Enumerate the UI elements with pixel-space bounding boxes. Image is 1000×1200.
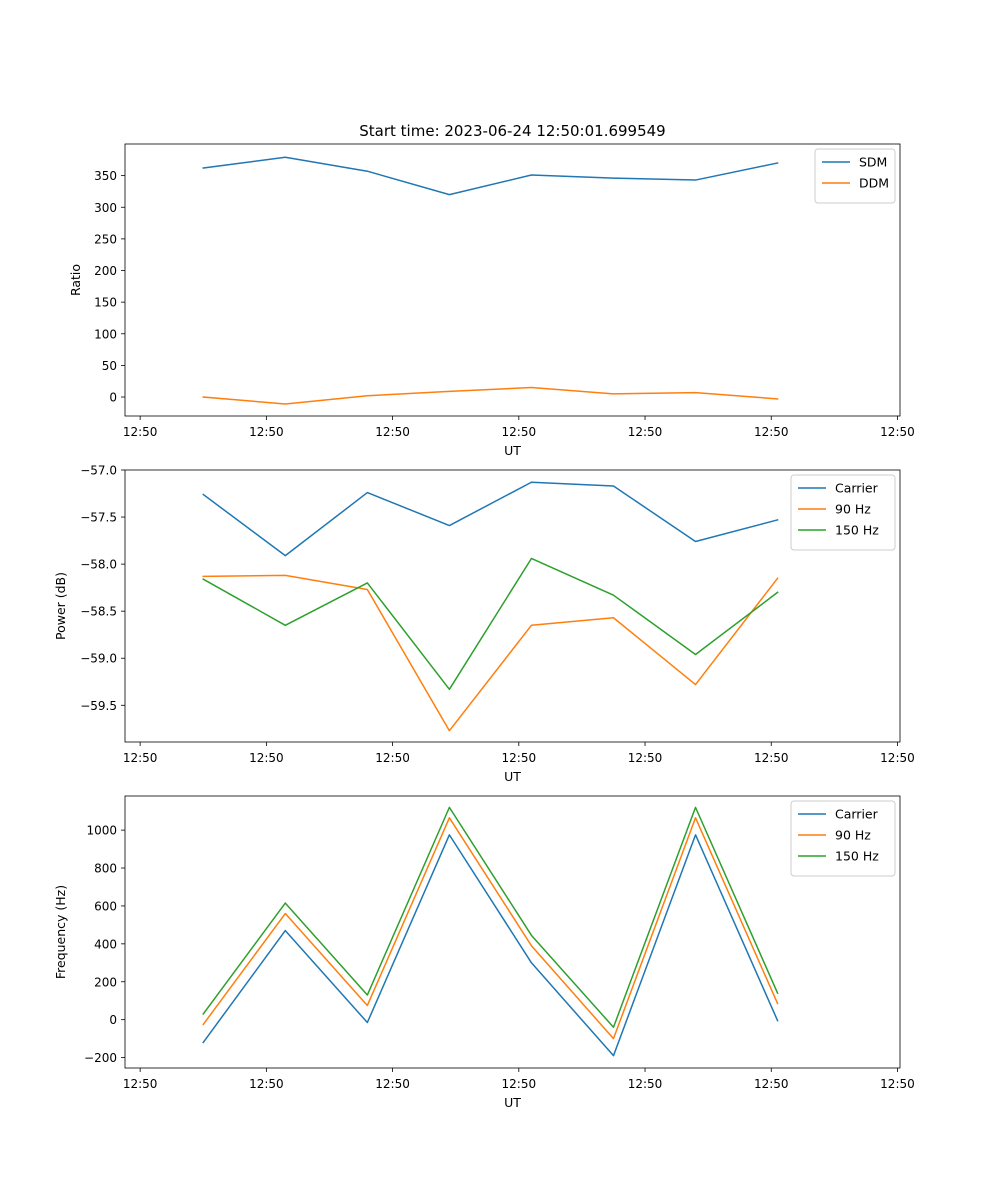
legend-entry: SDM [859,155,887,170]
series-line-2 [202,574,779,732]
x-tick-label: 12:50 [249,1077,284,1091]
x-tick-label: 12:50 [754,1077,789,1091]
y-tick-label: −58.5 [80,605,117,619]
axes-frame [124,143,901,417]
y-tick-label: 50 [102,359,117,373]
x-tick-label: 12:50 [249,425,284,439]
x-tick-label: 12:50 [880,751,915,765]
legend: SDM DDM [814,148,896,204]
y-tick-label: 200 [94,264,117,278]
y-tick-label: −200 [84,1051,117,1065]
y-tick-label: 800 [94,862,117,876]
legend-entry: 150 Hz [835,523,879,538]
chart-panel-1: 12:5012:5012:5012:5012:5012:5012:5012:51… [68,143,915,458]
y-tick-label: 0 [109,1013,117,1027]
y-tick-label: −57.0 [80,464,117,478]
x-tick-label: 12:50 [628,1077,663,1091]
series-line-3 [202,557,779,691]
chart-panels: 12:5012:5012:5012:5012:5012:5012:5012:51… [53,143,915,1110]
plot-area [125,470,900,742]
series-line-1 [202,834,779,1057]
axes-frame [124,469,901,743]
x-axis-label: UT [504,443,521,458]
y-tick-label: 400 [94,937,117,951]
axes-frame [124,795,901,1069]
series-line-1 [202,156,779,196]
y-tick-label: 250 [94,232,117,246]
y-tick-label: 200 [94,975,117,989]
legend-entry: Carrier [835,807,879,822]
y-tick-label: 100 [94,327,117,341]
x-tick-label: 12:50 [375,425,410,439]
y-tick-label: 300 [94,201,117,215]
y-axis-label: Frequency (Hz) [53,885,68,979]
y-tick-label: 600 [94,899,117,913]
y-tick-label: 1000 [86,824,117,838]
x-tick-label: 12:50 [628,425,663,439]
x-tick-label: 12:50 [249,751,284,765]
y-tick-label: 350 [94,169,117,183]
y-tick-label: −59.0 [80,652,117,666]
series-line-2 [202,386,779,405]
x-tick-label: 12:50 [880,425,915,439]
x-axis-label: UT [504,1095,521,1110]
y-axis-label: Power (dB) [53,572,68,640]
chart-panel-2: 12:5012:5012:5012:5012:5012:5012:5012:51… [53,464,915,785]
legend-entry: 90 Hz [835,828,871,843]
legend-entry: 90 Hz [835,502,871,517]
legend-frame [790,474,896,551]
y-tick-label: −57.5 [80,511,117,525]
y-tick-label: −58.0 [80,558,117,572]
x-tick-label: 12:50 [754,425,789,439]
series-line-1 [202,481,779,557]
x-tick-label: 12:50 [123,751,158,765]
y-tick-label: −59.5 [80,699,117,713]
legend-frame [790,800,896,877]
legend-entry: Carrier [835,481,879,496]
series-line-2 [202,817,779,1040]
x-axis-label: UT [504,769,521,784]
y-tick-label: 150 [94,296,117,310]
legend-entry: DDM [859,176,889,191]
chart-title: Start time: 2023-06-24 12:50:01.699549 [359,122,665,140]
x-tick-label: 12:50 [375,751,410,765]
plot-area [125,144,900,416]
x-tick-label: 12:50 [502,425,537,439]
x-tick-label: 12:50 [375,1077,410,1091]
chart-panel-3: 12:5012:5012:5012:5012:5012:5012:5012:51… [53,795,915,1110]
x-tick-label: 12:50 [123,1077,158,1091]
x-tick-label: 12:50 [502,751,537,765]
x-tick-label: 12:50 [880,1077,915,1091]
x-tick-label: 12:50 [754,751,789,765]
x-tick-label: 12:50 [628,751,663,765]
legend: Carrier 90 Hz 150 Hz [790,800,896,877]
legend: Carrier 90 Hz 150 Hz [790,474,896,551]
x-tick-label: 12:50 [123,425,158,439]
legend-entry: 150 Hz [835,849,879,864]
y-axis-label: Ratio [68,264,83,296]
y-tick-label: 0 [109,391,117,405]
x-tick-label: 12:50 [502,1077,537,1091]
series-line-3 [202,806,779,1028]
